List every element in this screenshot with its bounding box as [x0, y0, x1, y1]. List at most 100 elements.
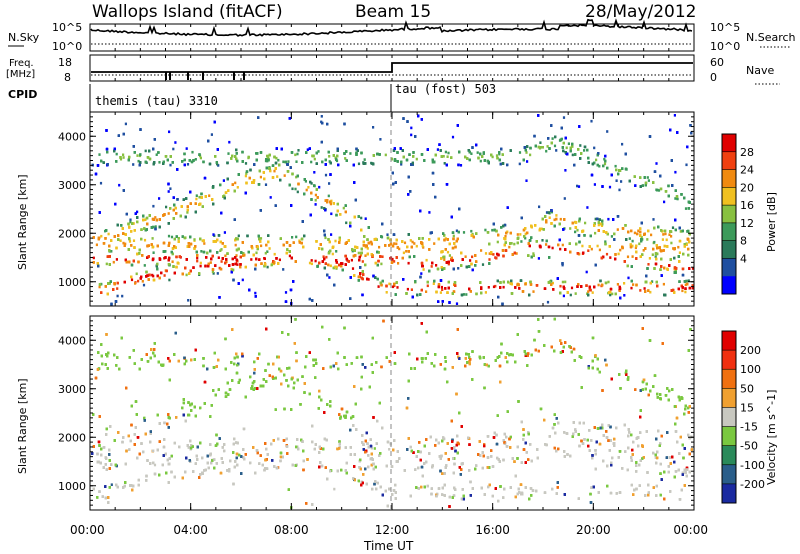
range-cell	[169, 163, 172, 167]
noise-right-label: N.Search	[746, 31, 796, 44]
range-cell	[421, 244, 424, 248]
range-cell	[196, 256, 199, 260]
range-cell	[132, 222, 135, 225]
range-cell	[187, 299, 190, 302]
range-cell	[471, 255, 474, 259]
range-cell	[598, 164, 601, 168]
range-cell	[210, 133, 213, 136]
range-cell	[642, 249, 645, 252]
range-cell	[236, 186, 239, 189]
range-cell	[291, 187, 294, 191]
range-cell	[650, 233, 653, 237]
range-cell	[313, 157, 316, 161]
range-cell	[119, 239, 122, 242]
range-cell	[518, 162, 521, 166]
range-cell	[569, 227, 572, 230]
range-cell	[677, 245, 680, 249]
range-cell	[273, 252, 276, 256]
range-cell	[439, 291, 442, 294]
range-cell	[158, 161, 161, 164]
range-cell	[135, 272, 138, 276]
range-cell	[545, 243, 548, 246]
range-cell	[380, 262, 383, 266]
range-cell	[314, 193, 317, 197]
range-cell	[555, 214, 558, 217]
nave-tick-top: 60	[710, 56, 724, 69]
range-cell	[619, 248, 622, 252]
range-cell	[193, 238, 196, 241]
range-cell	[132, 163, 135, 166]
range-cell	[476, 151, 479, 154]
range-cell	[646, 176, 649, 179]
range-cell	[603, 157, 606, 161]
range-cell	[342, 206, 345, 210]
range-cell	[515, 252, 518, 255]
range-cell	[443, 162, 446, 165]
range-cell	[443, 258, 446, 262]
range-cell	[324, 173, 328, 177]
range-cell	[327, 194, 330, 198]
nave-label: Nave	[746, 64, 774, 77]
range-cell	[167, 234, 171, 238]
range-cell	[296, 190, 299, 194]
range-cell	[655, 162, 658, 165]
range-cell	[441, 288, 444, 291]
range-cell	[654, 255, 657, 258]
range-cell	[594, 217, 597, 221]
range-cell	[325, 255, 328, 259]
noise-left-tick-top: 10^5	[52, 21, 82, 34]
range-cell	[151, 237, 154, 240]
range-cell	[105, 262, 108, 266]
range-cell	[564, 280, 567, 284]
range-cell	[199, 156, 202, 160]
range-cell	[410, 288, 413, 291]
range-cell	[296, 152, 299, 156]
range-cell	[651, 253, 654, 256]
range-cell	[484, 228, 487, 232]
range-cell	[651, 280, 654, 283]
range-cell	[480, 249, 483, 252]
range-cell	[307, 186, 310, 189]
range-cell	[186, 211, 189, 214]
range-cell	[545, 211, 549, 214]
power-scatter	[91, 114, 695, 306]
range-cell	[372, 126, 375, 129]
range-cell	[653, 240, 656, 244]
range-cell	[186, 163, 190, 166]
range-cell	[298, 239, 301, 243]
range-cell	[610, 235, 613, 238]
range-cell	[672, 247, 675, 250]
range-cell	[366, 247, 369, 250]
range-cell	[457, 267, 460, 270]
range-cell	[320, 206, 323, 209]
range-cell	[524, 236, 527, 240]
range-cell	[593, 183, 596, 186]
range-cell	[574, 230, 577, 234]
range-cell	[643, 287, 646, 290]
range-cell	[154, 216, 157, 219]
range-cell	[470, 229, 473, 233]
range-cell	[488, 258, 491, 261]
range-cell	[616, 283, 619, 286]
range-cell	[459, 164, 463, 167]
range-cell	[324, 236, 327, 240]
range-cell	[647, 179, 650, 182]
range-cell	[266, 159, 269, 163]
range-cell	[314, 198, 317, 202]
range-cell	[185, 147, 188, 150]
range-cell	[297, 149, 300, 152]
range-cell	[259, 175, 262, 179]
range-cell	[137, 159, 140, 163]
range-cell	[593, 146, 596, 150]
range-cell	[444, 237, 447, 240]
cpid-segment-2: tau (fost) 503	[395, 82, 496, 96]
range-cell	[492, 285, 496, 289]
range-cell	[129, 218, 132, 222]
range-cell	[268, 247, 271, 250]
range-cell	[400, 163, 403, 166]
range-cell	[415, 157, 418, 161]
range-cell	[124, 122, 127, 126]
noise-left-label: N.Sky	[8, 31, 40, 44]
range-cell	[570, 286, 574, 290]
range-cell	[170, 235, 174, 239]
